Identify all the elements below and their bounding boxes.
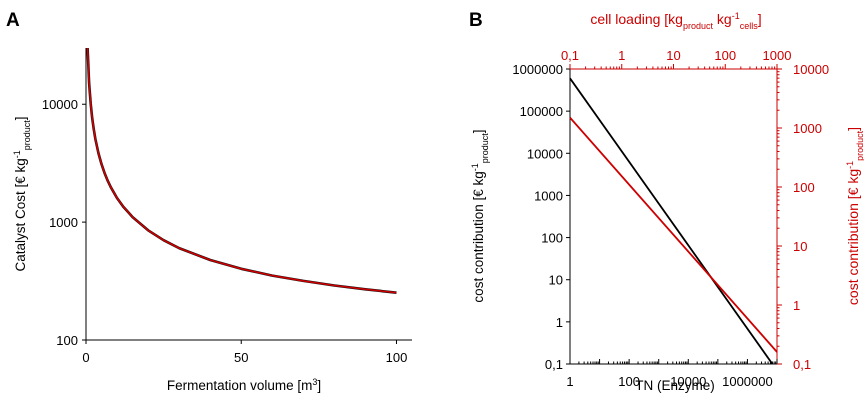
panel-a-y-tick-label: 1000: [49, 215, 78, 230]
panel-b-left-tick-label: 10000: [527, 146, 563, 161]
panel-a-series: [86, 47, 397, 294]
panel-b-left-tick-label: 100: [541, 231, 563, 246]
panel-b-top-tick-label: 100: [714, 48, 736, 63]
panel-a-y-tick-label: 10000: [42, 97, 78, 112]
panel-b-top-x-ticks: 0,1 1 10 100 1000: [561, 48, 792, 69]
panel-a-y-tick-label: 100: [56, 333, 78, 348]
panel-b-left-y-ticks: 0,1 1 10 100 1000 10000 100000 1000000: [512, 62, 570, 372]
panel-b-axes: [569, 68, 778, 365]
panel-b-right-tick-label: 1: [793, 298, 800, 313]
panel-a-x-tick-label: 0: [82, 350, 89, 365]
panel-b-top-axis-label: cell loading [kgproduct kg-1cells]: [590, 11, 761, 31]
panel-b-bottom-tick-label: 1: [566, 374, 573, 389]
panel-b-right-tick-label: 0,1: [793, 357, 811, 372]
panel-b-right-axis-label: cost contribution [€ kg-1product]: [845, 127, 864, 305]
panel-b-left-tick-label: 1: [556, 315, 563, 330]
panel-b-letter: B: [469, 10, 483, 31]
panel-a-x-axis-label: Fermentation volume [m3]: [167, 377, 321, 393]
panel-b-top-tick-label: 1000: [763, 48, 792, 63]
panel-a-series-shadow: [86, 47, 397, 294]
panel-b-bottom-tick-label: 10000: [670, 374, 706, 389]
panel-b-right-tick-label: 10000: [793, 62, 829, 77]
panel-a-y-ticks: 100 1000 10000: [42, 97, 86, 348]
panel-b-cell-loading-line: [569, 117, 778, 353]
panel-a-series-line: [86, 47, 397, 294]
panel-b: B 1 100 10000 1000000 0,1110100100010000100…: [469, 10, 864, 393]
panel-b-top-tick-label: 10: [666, 48, 680, 63]
panel-b-left-axis-label: cost contribution [€ kg-1product]: [470, 129, 490, 302]
panel-b-right-tick-label: 100: [793, 180, 815, 195]
panel-a: A 0 50 100 100 1000 10000 Fermentation volum…: [6, 10, 412, 393]
panel-b-right-tick-label: 10: [793, 239, 807, 254]
panel-b-left-tick-label: 1000000: [512, 62, 563, 77]
panel-b-enzyme-tn-line: [569, 77, 774, 365]
panel-b-left-tick-label: 100000: [520, 104, 563, 119]
panel-b-left-tick-label: 10: [549, 273, 563, 288]
panel-b-top-tick-label: 0,1: [561, 48, 579, 63]
panel-b-bottom-x-ticks: 1 100 10000 1000000: [566, 359, 778, 389]
panel-b-bottom-tick-label: 100: [618, 374, 640, 389]
panel-b-bottom-axis-label: TN (Enzyme): [635, 378, 715, 393]
panel-a-x-tick-label: 100: [386, 350, 408, 365]
panel-a-y-axis-label: Catalyst Cost [€ kg-1product]: [12, 116, 32, 271]
panel-a-x-tick-label: 50: [234, 350, 248, 365]
panel-a-x-ticks: 0 50 100: [82, 340, 407, 365]
panel-b-series: [569, 77, 778, 365]
panel-b-left-tick-label: 0,1: [545, 357, 563, 372]
panel-a-axes: [85, 48, 412, 341]
panel-a-letter: A: [6, 10, 20, 31]
panel-b-left-tick-label: 1000: [534, 188, 563, 203]
panel-b-bottom-tick-label: 1000000: [722, 374, 773, 389]
panel-b-right-y-ticks: 0,1 1 10 100 1000 10000: [777, 62, 829, 372]
panel-b-top-tick-label: 1: [618, 48, 625, 63]
panel-b-right-tick-label: 1000: [793, 121, 822, 136]
